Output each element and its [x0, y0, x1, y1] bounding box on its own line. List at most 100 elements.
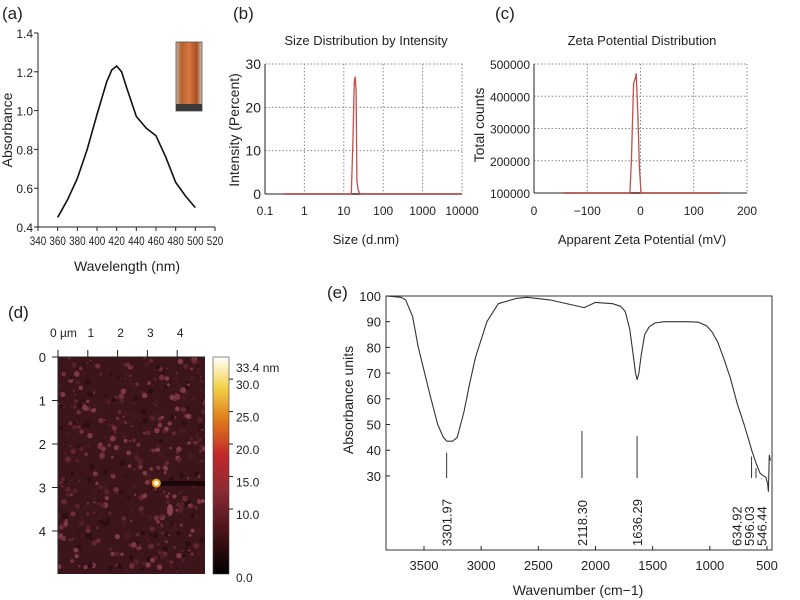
- afm-grain: [176, 530, 181, 536]
- afm-grain: [131, 413, 136, 418]
- afm-grain: [176, 383, 181, 388]
- afm-grain: [123, 411, 129, 417]
- afm-grain: [103, 521, 110, 528]
- afm-grain: [153, 555, 158, 560]
- afm-grain: [142, 418, 149, 424]
- afm-grain: [171, 431, 176, 436]
- afm-grain: [122, 415, 125, 418]
- a-absorbance-curve: [57, 65, 196, 218]
- afm-grain: [188, 453, 194, 460]
- afm-grain: [187, 477, 190, 480]
- afm-grain: [63, 521, 69, 527]
- a-x-tick-label: 340: [30, 234, 47, 248]
- afm-grain: [176, 552, 182, 559]
- afm-grain: [160, 531, 165, 535]
- afm-grain: [103, 418, 106, 421]
- afm-grain: [118, 418, 124, 424]
- afm-grain: [59, 477, 61, 480]
- afm-grain: [85, 532, 92, 539]
- afm-grain: [131, 382, 135, 385]
- afm-grain: [143, 361, 150, 368]
- afm-grain: [181, 428, 188, 434]
- afm-grain: [130, 363, 133, 366]
- afm-grain: [193, 542, 200, 549]
- afm-grain: [190, 528, 195, 533]
- afm-grain: [155, 447, 161, 453]
- afm-grain: [138, 423, 141, 426]
- afm-grain: [169, 414, 175, 420]
- a-y-tick-label: 0.6: [16, 182, 33, 196]
- afm-grain: [67, 357, 72, 360]
- afm-grain: [153, 515, 159, 521]
- afm-grain: [133, 396, 139, 402]
- afm-grain: [131, 483, 136, 488]
- afm-grain: [136, 442, 141, 447]
- afm-grain: [187, 548, 191, 552]
- afm-grain: [193, 471, 200, 478]
- afm-grain: [154, 427, 160, 434]
- afm-grain: [128, 439, 132, 443]
- afm-grain: [116, 416, 120, 421]
- afm-grain: [92, 471, 98, 477]
- afm-grain: [168, 534, 171, 537]
- b-x-tick-label: 1: [301, 204, 308, 218]
- c-x-tick-label: 100: [684, 204, 704, 218]
- afm-grain: [197, 417, 204, 424]
- colorbar-tick-label: 10.0: [236, 508, 260, 522]
- afm-grain: [140, 390, 144, 394]
- afm-grain: [199, 375, 202, 378]
- colorbar-tick-label: 33.4 nm: [236, 361, 279, 375]
- afm-grain: [160, 466, 164, 470]
- afm-grain: [114, 534, 120, 540]
- afm-grain: [73, 370, 80, 377]
- afm-grain: [120, 388, 127, 395]
- afm-grain: [196, 364, 199, 367]
- afm-grain: [199, 444, 204, 449]
- afm-grain: [184, 471, 187, 474]
- afm-grain: [68, 538, 72, 542]
- afm-grain: [155, 364, 161, 370]
- afm-grain: [172, 526, 178, 532]
- e-x-tick-label: 500: [756, 558, 778, 573]
- afm-grain: [71, 362, 77, 368]
- afm-grain: [130, 519, 133, 522]
- afm-grain: [113, 486, 119, 493]
- afm-grain: [134, 493, 137, 496]
- afm-grain: [74, 462, 77, 464]
- afm-grain: [117, 375, 121, 379]
- b-y-tick-label: 10: [245, 143, 261, 159]
- afm-grain: [160, 555, 164, 559]
- afm-grain: [84, 470, 87, 474]
- afm-grain: [128, 563, 135, 569]
- afm-grain: [118, 489, 125, 495]
- afm-grain: [59, 404, 63, 408]
- afm-grain: [61, 513, 68, 520]
- e-ftir-spectrum: [386, 295, 771, 492]
- afm-grain: [132, 438, 136, 443]
- d-y-tick-label: 0: [39, 350, 46, 365]
- afm-grain: [97, 499, 100, 503]
- afm-grain: [60, 392, 66, 397]
- afm-grain: [200, 498, 205, 504]
- afm-grain: [71, 424, 77, 430]
- afm-grain: [147, 388, 154, 394]
- afm-grain: [156, 465, 161, 470]
- afm-grain: [73, 547, 79, 553]
- afm-grain: [131, 542, 137, 548]
- e-y-tick-label: 100: [359, 289, 381, 304]
- panel-label-a: (a): [2, 4, 23, 23]
- e-ylabel: Absorbance units: [340, 346, 356, 454]
- a-x-tick-label: 500: [187, 234, 204, 248]
- afm-grain: [79, 429, 84, 434]
- afm-grain: [65, 441, 68, 444]
- b-x-tick-label: 0.1: [257, 204, 274, 218]
- afm-grain: [187, 383, 190, 387]
- afm-grain: [175, 406, 180, 412]
- afm-grain: [180, 501, 183, 503]
- afm-scan-streak: [160, 481, 205, 486]
- afm-grain: [145, 473, 152, 480]
- afm-grain: [165, 558, 170, 563]
- afm-grain: [178, 491, 181, 494]
- afm-grain: [110, 466, 114, 469]
- afm-grain: [78, 385, 83, 390]
